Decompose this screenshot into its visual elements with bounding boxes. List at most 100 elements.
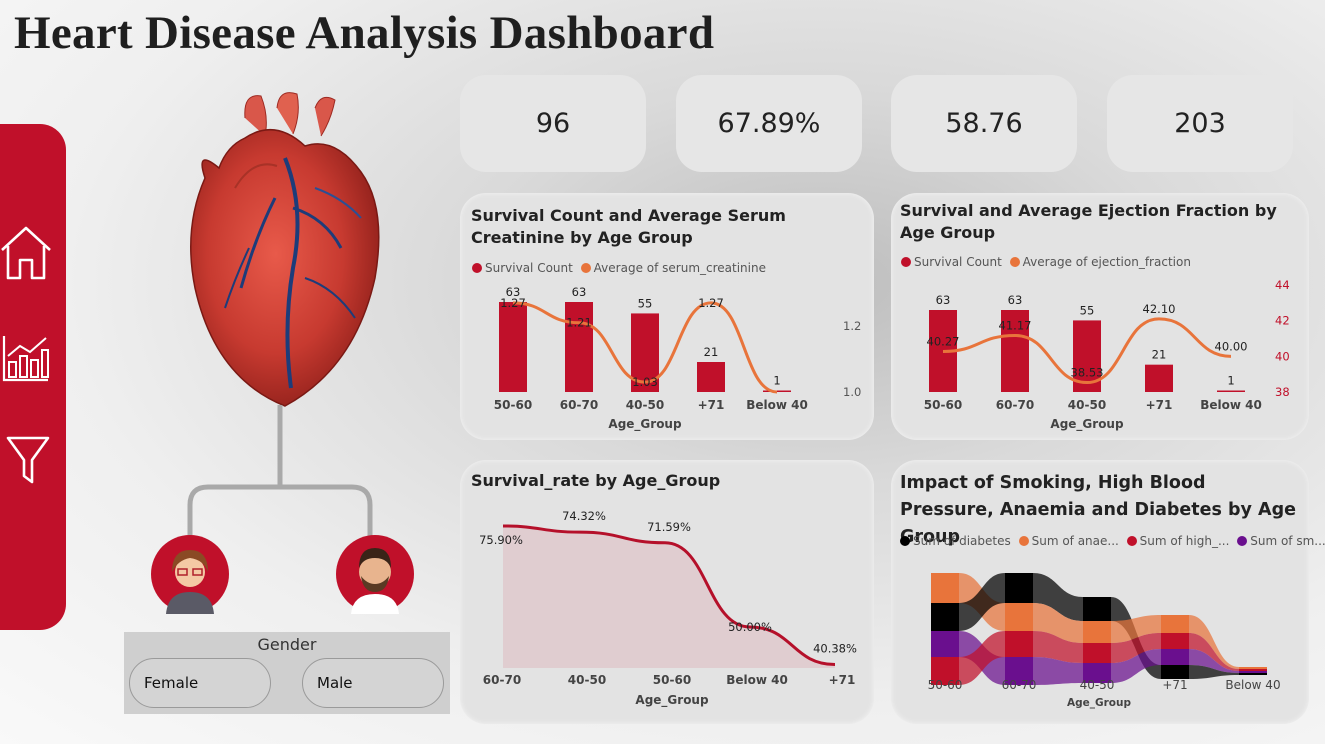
x-tick-label: 60-70 bbox=[1002, 678, 1037, 692]
x-tick-label: +71 bbox=[698, 398, 725, 412]
bar-value-label: 21 bbox=[704, 345, 719, 359]
gender-slicer-label: Gender bbox=[257, 635, 317, 654]
x-tick-label: 40-50 bbox=[626, 398, 664, 412]
legend-survival-count: Survival Count bbox=[485, 261, 573, 275]
bar bbox=[1145, 364, 1173, 392]
gender-slicer: Gender Female Male bbox=[124, 632, 450, 714]
risk-factors-chart-card[interactable]: Impact of Smoking, High Blood Pressure, … bbox=[891, 460, 1325, 724]
ribbon-segment bbox=[1239, 673, 1267, 675]
bar-value-label: 63 bbox=[1008, 293, 1023, 307]
female-button[interactable]: Female bbox=[129, 658, 271, 708]
bar-value-label: 63 bbox=[572, 285, 587, 299]
creatinine-chart-title: Survival Count and Average Serum Creatin… bbox=[471, 206, 786, 247]
x-axis-title: Age_Group bbox=[1050, 417, 1124, 432]
line-value-label: 1.21 bbox=[566, 316, 592, 330]
line-value-label: 1.27 bbox=[698, 296, 724, 310]
area-fill bbox=[503, 525, 835, 668]
ribbon-connector bbox=[959, 573, 1005, 631]
ribbon-segment bbox=[1005, 573, 1033, 603]
ribbon-segment bbox=[1005, 657, 1033, 685]
ribbon-connector bbox=[1189, 665, 1239, 679]
creatinine-chart-card[interactable]: Survival Count and Average Serum Creatin… bbox=[460, 193, 874, 440]
point-value-label: 74.32% bbox=[562, 509, 606, 523]
bar-value-label: 55 bbox=[1080, 303, 1095, 317]
series-line bbox=[512, 301, 778, 394]
x-tick-label: 40-50 bbox=[1080, 678, 1115, 692]
male-button[interactable]: Male bbox=[302, 658, 444, 708]
survival-rate-chart-card[interactable]: Survival_rate by Age_Group 75.90% 74.32% 7… bbox=[460, 460, 874, 724]
survival-rate-chart-title: Survival_rate by Age_Group bbox=[471, 471, 721, 490]
bar-value-label: 63 bbox=[936, 293, 951, 307]
ribbon-connector bbox=[1111, 649, 1161, 683]
bar-value-label: 63 bbox=[506, 285, 521, 299]
x-tick-label: +71 bbox=[829, 673, 856, 687]
ribbon-connector bbox=[1033, 603, 1083, 643]
bar bbox=[565, 302, 593, 392]
ribbon-connector bbox=[1189, 649, 1239, 673]
point-value-label: 50.00% bbox=[728, 620, 772, 634]
x-tick-label: 60-70 bbox=[996, 398, 1034, 412]
y2-tick-label: 38 bbox=[1275, 385, 1290, 399]
line-value-label: 1.03 bbox=[632, 375, 658, 389]
point-value-label: 71.59% bbox=[647, 520, 691, 534]
risk-factors-chart-title: Impact of Smoking, High Blood Pressure, … bbox=[900, 473, 1296, 547]
legend-avg-creatinine: Average of serum_creatinine bbox=[593, 261, 766, 275]
ejection-chart-card[interactable]: Survival and Average Ejection Fraction b… bbox=[891, 193, 1309, 440]
bar-value-label: 1 bbox=[773, 374, 780, 388]
ribbon-connector bbox=[1033, 657, 1083, 685]
x-tick-label: Below 40 bbox=[726, 673, 788, 687]
ribbon-connector bbox=[1033, 573, 1083, 621]
ribbon-segment bbox=[1083, 643, 1111, 663]
creatinine-chart-legend: Survival Count Average of serum_creatini… bbox=[472, 261, 770, 275]
home-icon[interactable] bbox=[0, 222, 56, 282]
legend-survival-count: Survival Count bbox=[914, 255, 1002, 269]
x-tick-label: 60-70 bbox=[560, 398, 598, 412]
ribbon-segment bbox=[1083, 621, 1111, 643]
female-avatar[interactable] bbox=[150, 534, 230, 614]
x-tick-label: 50-60 bbox=[928, 678, 963, 692]
ejection-chart-plot: 63 50-60 63 60-70 55 40-50 21 +71 1 Below 40 40.27… bbox=[924, 278, 1290, 432]
x-axis-title: Age_Group bbox=[635, 693, 709, 708]
risk-factors-chart-plot: 50-60 60-70 40-50 +71 Below 40 Age_Group bbox=[928, 573, 1281, 709]
risk-factors-chart-legend: Sum of diabetes Sum of anae... Sum of hi… bbox=[900, 534, 1325, 548]
x-tick-label: Below 40 bbox=[746, 398, 808, 412]
ribbon-segment bbox=[1161, 665, 1189, 679]
kpi-card-1: 96 bbox=[460, 75, 646, 172]
point-value-label: 40.38% bbox=[813, 642, 857, 656]
x-tick-label: 50-60 bbox=[653, 673, 691, 687]
x-tick-label: 40-50 bbox=[1068, 398, 1106, 412]
ribbon-segment bbox=[1005, 631, 1033, 657]
y2-tick-label: 42 bbox=[1275, 314, 1290, 328]
line-value-label: 41.17 bbox=[999, 318, 1032, 332]
x-tick-label: Below 40 bbox=[1200, 398, 1262, 412]
survival-rate-chart-plot: 75.90% 74.32% 71.59% 50.00% 40.38% 60-70 40-50… bbox=[479, 509, 857, 708]
kpi-card-4: 203 bbox=[1107, 75, 1293, 172]
heart-illustration bbox=[190, 92, 380, 407]
creatinine-chart-plot: 63 50-60 63 60-70 55 40-50 21 +71 1 Below 40 1.27 1… bbox=[494, 285, 861, 432]
ribbon-segment bbox=[1083, 663, 1111, 683]
male-avatar[interactable] bbox=[335, 534, 415, 614]
y2-tick-label: 40 bbox=[1275, 349, 1290, 363]
ribbon-connector bbox=[1189, 633, 1239, 671]
line-value-label: 42.10 bbox=[1143, 302, 1176, 316]
x-axis-title: Age_Group bbox=[608, 417, 682, 432]
bar bbox=[1001, 310, 1029, 392]
y2-tick-label: 1.0 bbox=[843, 385, 861, 399]
ribbon-connector bbox=[1033, 631, 1083, 663]
line-value-label: 40.00 bbox=[1215, 339, 1248, 353]
bar bbox=[1217, 390, 1245, 392]
legend-smoking: Sum of sm... bbox=[1250, 534, 1325, 548]
series-line bbox=[942, 317, 1232, 385]
bar bbox=[499, 302, 527, 392]
filter-icon[interactable] bbox=[0, 430, 56, 490]
ribbon-connector bbox=[1111, 633, 1161, 663]
bar-chart-icon[interactable] bbox=[0, 332, 56, 392]
ribbon-connector bbox=[959, 631, 1005, 685]
x-tick-label: 60-70 bbox=[483, 673, 521, 687]
x-tick-label: Below 40 bbox=[1225, 678, 1280, 692]
ribbon-segment bbox=[931, 573, 959, 603]
bar bbox=[697, 362, 725, 392]
line-value-label: 40.27 bbox=[927, 335, 960, 349]
ribbon-segment bbox=[931, 603, 959, 631]
x-tick-label: +71 bbox=[1162, 678, 1187, 692]
